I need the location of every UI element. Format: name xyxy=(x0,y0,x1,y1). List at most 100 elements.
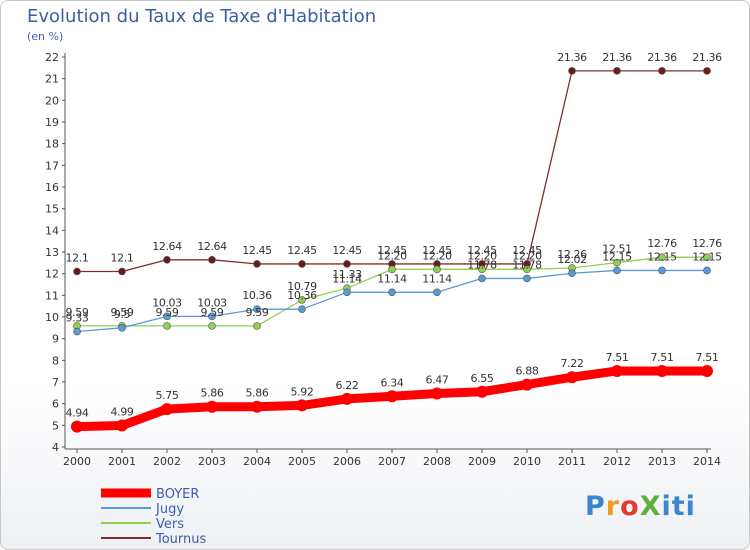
data-point-vers xyxy=(163,322,171,330)
data-label-vers: 12.26 xyxy=(557,248,587,261)
data-label-jugy: 10.36 xyxy=(242,289,272,302)
data-label-jugy: 11.78 xyxy=(467,258,497,271)
data-label-jugy: 12.15 xyxy=(692,250,722,263)
y-tick-label: 10 xyxy=(45,311,59,324)
data-label-vers: 12.76 xyxy=(647,237,677,250)
data-label-tournus: 12.45 xyxy=(287,244,317,257)
data-label-vers: 12.51 xyxy=(602,243,632,256)
y-tick-label: 21 xyxy=(45,73,59,86)
data-label-boyer: 5.92 xyxy=(291,385,314,398)
legend-label-boyer: BOYER xyxy=(156,487,199,502)
data-label-jugy: 10.03 xyxy=(152,296,182,309)
data-label-boyer: 6.88 xyxy=(516,365,539,378)
data-label-tournus: 12.45 xyxy=(512,244,542,257)
data-point-tournus xyxy=(253,260,261,268)
x-tick-label: 2012 xyxy=(603,455,631,468)
data-label-tournus: 21.36 xyxy=(557,51,587,64)
data-point-jugy xyxy=(658,266,666,275)
data-label-vers: 9.59 xyxy=(111,306,134,319)
data-point-vers xyxy=(703,253,711,262)
data-label-vers: 12.20 xyxy=(377,249,407,262)
data-point-vers xyxy=(433,265,441,274)
data-point-boyer xyxy=(296,399,308,412)
data-point-jugy xyxy=(478,274,486,283)
data-label-boyer: 6.47 xyxy=(426,373,449,386)
data-point-jugy xyxy=(208,312,216,321)
data-point-jugy xyxy=(568,269,576,278)
data-label-jugy: 10.36 xyxy=(287,289,317,302)
data-point-vers xyxy=(613,258,621,267)
data-point-tournus xyxy=(658,67,666,75)
y-tick-label: 11 xyxy=(45,289,59,302)
x-tick-label: 2008 xyxy=(423,455,451,468)
data-label-tournus: 12.64 xyxy=(152,240,182,253)
data-point-vers xyxy=(388,265,396,274)
data-point-tournus xyxy=(298,260,306,268)
legend-label-tournus: Tournus xyxy=(155,532,207,547)
data-label-boyer: 6.22 xyxy=(336,379,359,392)
data-label-boyer: 4.94 xyxy=(66,407,89,420)
data-label-boyer: 5.86 xyxy=(246,387,269,400)
data-label-jugy: 11.14 xyxy=(332,272,362,285)
data-label-boyer: 7.51 xyxy=(606,351,629,364)
data-point-tournus xyxy=(163,255,171,264)
y-tick-label: 13 xyxy=(45,246,59,259)
data-label-jugy: 9.5 xyxy=(114,308,131,321)
data-label-jugy: 10.03 xyxy=(197,296,227,309)
x-tick-label: 2013 xyxy=(648,455,676,468)
data-point-vers xyxy=(478,265,486,274)
data-label-boyer: 7.51 xyxy=(696,351,719,364)
data-label-tournus: 12.64 xyxy=(197,240,227,253)
data-label-boyer: 7.22 xyxy=(561,357,584,370)
data-label-jugy: 9.33 xyxy=(66,312,89,325)
data-label-vers: 12.20 xyxy=(467,249,497,262)
data-point-tournus xyxy=(568,67,576,75)
data-point-boyer xyxy=(161,403,173,416)
data-point-tournus xyxy=(613,67,621,75)
data-label-jugy: 12.15 xyxy=(647,250,677,263)
data-label-vers: 9.59 xyxy=(66,306,89,319)
data-point-boyer xyxy=(386,390,398,403)
data-point-boyer xyxy=(476,385,488,398)
data-label-tournus: 12.45 xyxy=(332,244,362,257)
data-point-tournus xyxy=(73,267,81,276)
x-tick-label: 2004 xyxy=(243,455,271,468)
data-point-boyer xyxy=(341,392,353,405)
y-tick-label: 12 xyxy=(45,268,59,281)
y-tick-label: 6 xyxy=(52,398,59,411)
data-point-vers xyxy=(298,296,306,304)
data-label-tournus: 12.45 xyxy=(467,244,497,257)
data-label-jugy: 11.14 xyxy=(422,272,452,285)
data-label-vers: 9.59 xyxy=(246,306,269,319)
data-label-tournus: 21.36 xyxy=(647,51,677,64)
data-label-vers: 12.76 xyxy=(692,237,722,250)
data-point-vers xyxy=(208,322,216,330)
data-point-tournus xyxy=(208,255,216,264)
x-tick-label: 2009 xyxy=(468,455,496,468)
data-point-boyer xyxy=(656,364,668,377)
data-label-boyer: 6.34 xyxy=(381,376,404,389)
data-point-jugy xyxy=(703,266,711,275)
data-label-boyer: 7.51 xyxy=(651,351,674,364)
legend-label-vers: Vers xyxy=(156,517,184,532)
x-tick-label: 2001 xyxy=(108,455,136,468)
proxiti-logo: ProXiti xyxy=(585,491,696,522)
y-tick-label: 17 xyxy=(45,159,59,172)
data-point-boyer xyxy=(206,400,218,413)
data-point-boyer xyxy=(611,364,623,377)
data-label-boyer: 5.75 xyxy=(156,389,179,402)
x-tick-label: 2000 xyxy=(63,455,91,468)
data-label-jugy: 12.02 xyxy=(557,253,587,266)
unit-label: (en %) xyxy=(27,30,64,43)
data-label-tournus: 21.36 xyxy=(602,51,632,64)
y-tick-label: 14 xyxy=(45,224,59,237)
chart-title: Evolution du Taux de Taxe d'Habitation xyxy=(27,6,377,27)
data-label-tournus: 21.36 xyxy=(692,51,722,64)
data-point-boyer xyxy=(701,364,713,377)
data-point-boyer xyxy=(431,387,443,400)
data-point-jugy xyxy=(613,266,621,275)
data-point-boyer xyxy=(251,400,263,413)
x-tick-label: 2011 xyxy=(558,455,586,468)
